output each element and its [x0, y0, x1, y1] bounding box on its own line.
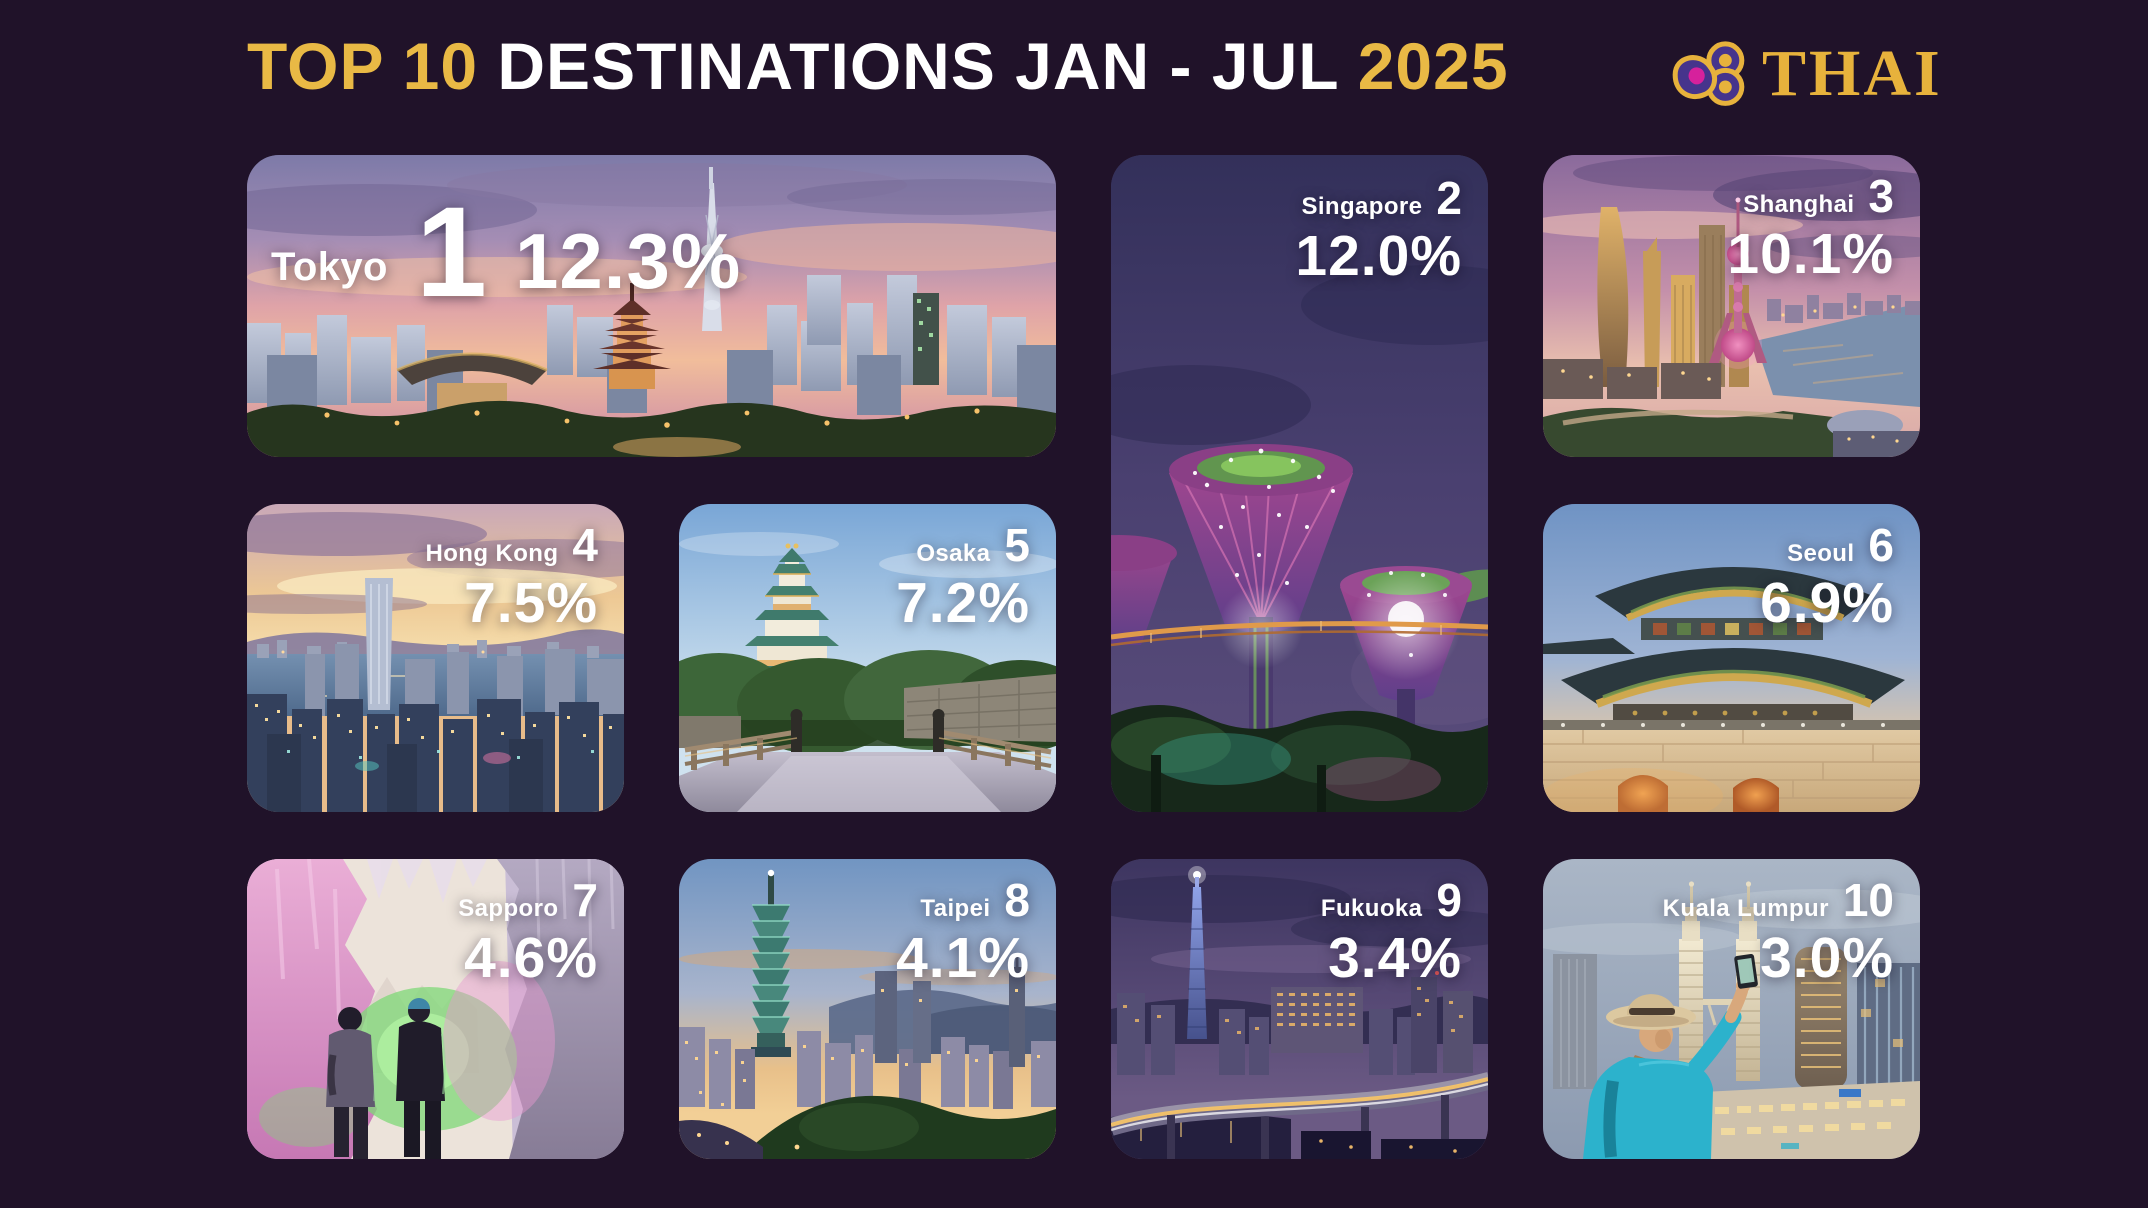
- card-caption: Osaka 5 7.2%: [703, 518, 1030, 636]
- share-percentage: 3.0%: [1760, 926, 1894, 990]
- rank-number: 4: [572, 519, 598, 571]
- destination-card-shanghai: Shanghai 3 10.1%: [1543, 155, 1920, 457]
- destination-card-taipei: Taipei 8 4.1%: [679, 859, 1056, 1159]
- share-percentage: 10.1%: [1727, 222, 1894, 286]
- shanghai-photo: [1543, 155, 1920, 457]
- destination-grid: Tokyo 1 12.3%: [247, 155, 1920, 1159]
- share-percentage: 7.2%: [896, 571, 1030, 635]
- city-name: Shanghai: [1743, 191, 1855, 218]
- sapporo-photo: [247, 859, 624, 1159]
- share-percentage: 12.0%: [1295, 224, 1462, 288]
- title-accent-top10: TOP 10: [247, 29, 479, 103]
- card-caption: Seoul 6 6.9%: [1567, 518, 1894, 636]
- city-name: Kuala Lumpur: [1662, 895, 1829, 922]
- title-accent-year: 2025: [1357, 29, 1509, 103]
- thai-wordmark: THAI: [1762, 37, 1943, 110]
- rank-number: 5: [1004, 519, 1030, 571]
- city-name: Taipei: [920, 895, 991, 922]
- city-name: Singapore: [1301, 193, 1423, 220]
- destination-card-singapore: Singapore 2 12.0%: [1111, 155, 1488, 812]
- rank-number: 8: [1004, 874, 1030, 926]
- rank-number: 1: [415, 181, 488, 324]
- rank-number: 10: [1842, 874, 1894, 926]
- share-percentage: 7.5%: [464, 571, 598, 635]
- city-name: Sapporo: [458, 895, 559, 922]
- card-caption: Tokyo 1 12.3%: [271, 179, 741, 326]
- singapore-photo: [1111, 155, 1488, 812]
- thai-airways-logo: THAI: [1668, 36, 1943, 112]
- card-caption: Fukuoka 9 3.4%: [1135, 873, 1462, 991]
- title-main: DESTINATIONS JAN - JUL: [478, 29, 1358, 103]
- city-name: Osaka: [916, 540, 991, 567]
- thai-airways-orchid-icon: [1668, 36, 1754, 112]
- destination-card-hong-kong: Hong Kong 4 7.5%: [247, 504, 624, 812]
- city-name: Tokyo: [271, 245, 388, 289]
- city-name: Seoul: [1787, 540, 1855, 567]
- fukuoka-photo: [1111, 859, 1488, 1159]
- seoul-photo: [1543, 504, 1920, 812]
- rank-number: 2: [1436, 172, 1462, 224]
- hong-kong-photo: [247, 504, 624, 812]
- card-caption: Singapore 2 12.0%: [1135, 171, 1462, 289]
- kuala-lumpur-photo: [1543, 859, 1920, 1159]
- destination-card-tokyo: Tokyo 1 12.3%: [247, 155, 1056, 457]
- city-name: Hong Kong: [425, 540, 559, 567]
- osaka-photo: [679, 504, 1056, 812]
- share-percentage: 4.6%: [464, 926, 598, 990]
- card-caption: Kuala Lumpur 10 3.0%: [1567, 873, 1894, 991]
- share-percentage: 12.3%: [515, 217, 742, 305]
- rank-number: 7: [572, 874, 598, 926]
- card-caption: Sapporo 7 4.6%: [271, 873, 598, 991]
- city-name: Fukuoka: [1320, 895, 1423, 922]
- rank-number: 6: [1868, 519, 1894, 571]
- tokyo-photo: [247, 155, 1056, 457]
- card-caption: Hong Kong 4 7.5%: [271, 518, 599, 636]
- destination-card-fukuoka: Fukuoka 9 3.4%: [1111, 859, 1488, 1159]
- share-percentage: 3.4%: [1328, 926, 1462, 990]
- destination-card-seoul: Seoul 6 6.9%: [1543, 504, 1920, 812]
- share-percentage: 6.9%: [1760, 571, 1894, 635]
- card-caption: Shanghai 3 10.1%: [1567, 169, 1894, 287]
- taipei-photo: [679, 859, 1056, 1159]
- card-caption: Taipei 8 4.1%: [703, 873, 1030, 991]
- rank-number: 3: [1868, 170, 1894, 222]
- rank-number: 9: [1436, 874, 1462, 926]
- destination-card-kuala-lumpur: Kuala Lumpur 10 3.0%: [1543, 859, 1920, 1159]
- destination-card-osaka: Osaka 5 7.2%: [679, 504, 1056, 812]
- page-title: TOP 10 DESTINATIONS JAN - JUL 2025: [247, 28, 1509, 104]
- share-percentage: 4.1%: [896, 926, 1030, 990]
- destination-card-sapporo: Sapporo 7 4.6%: [247, 859, 624, 1159]
